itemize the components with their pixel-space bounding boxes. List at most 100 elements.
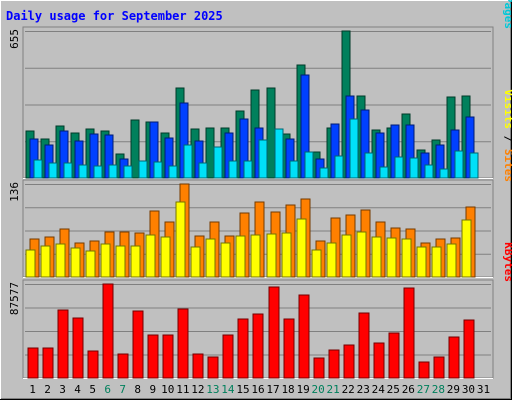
x-tick-label-day-29: 29 [447,383,460,396]
bar-visits-day-15 [235,235,246,278]
x-tick-label-day-31: 31 [477,383,490,396]
x-tick-label-day-23: 23 [357,383,370,396]
bar-visits-day-1 [25,249,36,278]
bar-kbytes-day-5 [87,350,99,379]
x-tick-label-day-5: 5 [89,383,96,396]
panel-visits-sites: 136 Visits / Sites [8,89,512,278]
bar-hits-day-17 [266,87,276,179]
bar-kbytes-day-28 [433,356,445,379]
bar-pages-day-17 [274,128,284,179]
bar-pages-day-3 [63,162,73,179]
bar-pages-day-20 [319,167,329,179]
bar-pages-day-24 [379,166,389,179]
chart-panels: 655 Hits / Files / Pages 136 Visits / Sites… [8,0,512,379]
bar-pages-day-15 [243,160,253,179]
x-tick-label-day-27: 27 [417,383,430,396]
x-tick-label-day-28: 28 [432,383,445,396]
bar-kbytes-day-19 [298,294,310,379]
x-tick-label-day-20: 20 [312,383,325,396]
axis-title-part: KBytes [502,242,512,282]
x-tick-label-day-19: 19 [296,383,309,396]
bar-visits-day-12 [190,246,201,278]
bar-kbytes-day-18 [283,318,295,379]
bar-pages-day-16 [258,139,268,179]
bar-visits-day-23 [356,231,367,278]
x-tick-label-day-14: 14 [221,383,235,396]
x-tick-label-day-1: 1 [29,383,36,396]
bar-kbytes-day-23 [358,312,370,379]
bar-kbytes-day-25 [388,332,400,379]
bar-kbytes-day-30 [463,319,475,379]
series-kbytes [27,283,475,379]
bar-visits-day-27 [416,246,427,278]
bar-kbytes-day-26 [403,287,415,379]
bar-visits-day-2 [40,245,51,278]
x-tick-label-day-24: 24 [372,383,386,396]
x-tick-label-day-26: 26 [402,383,415,396]
axis-title-part: Visits [502,89,512,129]
bar-pages-day-22 [349,118,359,179]
bar-pages-day-23 [364,152,374,179]
axis-title: KBytes [502,242,512,282]
x-tick-label-day-10: 10 [161,383,174,396]
x-tick-label-day-12: 12 [191,383,204,396]
bar-pages-day-6 [108,164,118,179]
bar-kbytes-day-7 [117,353,129,379]
bar-visits-day-8 [130,245,141,278]
bar-kbytes-day-1 [27,347,39,379]
bar-pages-day-14 [228,160,238,179]
bar-pages-day-27 [424,164,434,179]
axis-title-part: Sites [502,149,512,182]
chart-title: Daily usage for September 2025 [6,9,223,23]
bar-pages-day-7 [123,165,133,179]
x-tick-label-day-2: 2 [44,383,51,396]
x-tick-label-day-15: 15 [236,383,249,396]
x-tick-label-day-7: 7 [119,383,126,396]
y-max-label: 87577 [8,282,21,315]
bar-kbytes-day-12 [192,353,204,379]
bar-visits-day-13 [205,238,216,278]
panel-hits-files-pages: 655 Hits / Files / Pages [8,0,512,179]
bar-kbytes-day-6 [102,283,114,379]
bar-kbytes-day-9 [147,334,159,379]
bar-pages-day-2 [48,162,58,179]
bar-pages-day-21 [334,155,344,179]
bar-visits-day-16 [250,234,261,278]
bar-visits-day-9 [145,234,156,278]
bar-pages-day-26 [409,157,419,179]
panel-kbytes: 87577 KBytes [8,242,512,379]
bar-pages-day-29 [454,150,464,179]
bar-hits-day-8 [130,119,140,179]
bar-visits-day-19 [296,218,307,278]
x-tick-label-day-9: 9 [149,383,156,396]
x-tick-label-day-6: 6 [104,383,111,396]
x-tick-label-day-8: 8 [134,383,141,396]
x-axis-day-labels: 1 2 3 4 5 6 7 8 9 10 11 12 13 14 15 16 17 18 19 20 21 22 23 24 2… [29,383,490,396]
bar-visits-day-4 [70,247,81,278]
bar-pages-day-10 [168,165,178,179]
bar-pages-day-25 [394,156,404,179]
bar-visits-day-5 [85,250,96,278]
bar-kbytes-day-29 [448,336,460,379]
bar-kbytes-day-20 [313,357,325,379]
bar-visits-day-29 [446,243,457,278]
bar-kbytes-day-16 [252,313,264,379]
bar-visits-day-14 [220,242,231,278]
bar-kbytes-day-11 [177,308,189,379]
bar-visits-day-7 [115,245,126,278]
bar-kbytes-day-8 [132,310,144,379]
bar-visits-day-17 [266,233,277,278]
x-tick-label-day-18: 18 [281,383,294,396]
x-tick-label-day-22: 22 [342,383,355,396]
bar-pages-day-12 [198,162,208,179]
series-pages [33,118,479,179]
bar-kbytes-day-4 [72,317,84,379]
bar-visits-day-20 [311,249,322,278]
series-visits [25,201,472,278]
x-tick-label-day-17: 17 [266,383,279,396]
x-tick-label-day-13: 13 [206,383,219,396]
bar-pages-day-5 [93,165,103,179]
bar-pages-day-13 [213,146,223,179]
